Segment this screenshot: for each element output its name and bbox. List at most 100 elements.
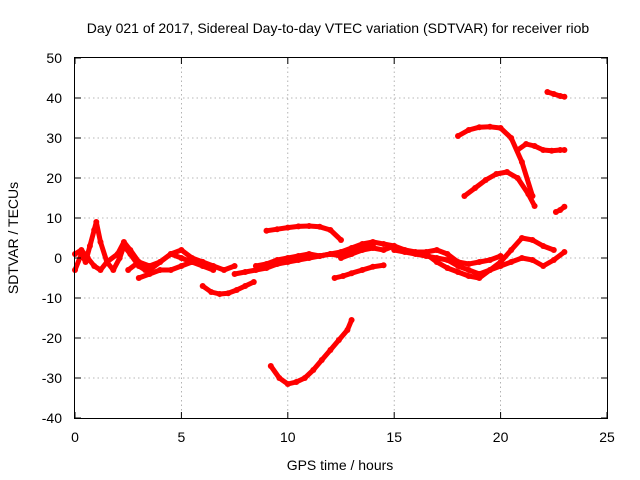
data-point — [221, 267, 227, 273]
data-point — [284, 381, 291, 387]
data-point — [518, 235, 525, 241]
data-point — [444, 251, 451, 257]
data-point — [391, 247, 398, 253]
y-tick-label: 10 — [46, 210, 62, 226]
data-point — [331, 275, 338, 281]
data-point — [340, 273, 347, 279]
data-point — [359, 247, 366, 253]
data-series-layer — [72, 89, 568, 387]
data-point — [157, 267, 164, 273]
plot-frame — [74, 57, 608, 419]
data-point — [380, 262, 387, 269]
data-point — [423, 251, 430, 257]
data-point — [295, 253, 302, 259]
data-point — [199, 259, 206, 265]
series-arc-18 — [552, 203, 568, 215]
data-point — [274, 226, 281, 233]
data-point — [120, 239, 127, 245]
data-point — [348, 270, 355, 277]
y-axis-title: SDTVAR / TECUs — [5, 182, 21, 294]
data-point — [550, 247, 557, 253]
data-point — [110, 267, 117, 273]
data-point — [327, 227, 334, 233]
data-point — [306, 251, 313, 257]
data-point — [444, 257, 451, 263]
data-point — [316, 253, 323, 259]
data-point — [465, 127, 472, 133]
series-arc-9 — [267, 317, 355, 387]
data-point — [529, 237, 536, 243]
series-arc-16 — [514, 141, 568, 154]
data-point — [508, 247, 515, 253]
data-point — [540, 243, 547, 249]
series-arc-5 — [199, 279, 257, 297]
data-point — [465, 261, 472, 267]
data-point — [550, 257, 557, 263]
data-point — [167, 267, 174, 273]
data-point — [455, 263, 461, 269]
data-point — [380, 247, 387, 253]
data-point — [514, 147, 521, 153]
data-point — [263, 227, 270, 234]
data-point — [482, 177, 489, 183]
y-tick-label: -20 — [42, 330, 62, 346]
data-point — [369, 245, 376, 251]
series-arc-10 — [331, 262, 387, 281]
data-point — [493, 171, 500, 177]
data-point — [344, 327, 351, 333]
y-tick-label: 0 — [54, 250, 62, 266]
data-point — [487, 123, 493, 130]
data-point — [284, 224, 291, 231]
data-point — [301, 375, 308, 381]
data-point — [93, 219, 100, 225]
data-point — [231, 263, 238, 269]
data-point — [310, 367, 317, 373]
data-point — [487, 257, 493, 263]
data-point — [487, 267, 493, 273]
data-point — [476, 275, 483, 281]
data-point — [540, 263, 547, 269]
y-tick-label: 30 — [46, 130, 62, 146]
data-point — [444, 265, 451, 271]
data-point — [561, 93, 568, 100]
axis-ticks — [74, 57, 608, 419]
x-tick-label: 20 — [493, 429, 509, 445]
data-point — [97, 239, 104, 245]
data-point — [167, 251, 174, 257]
data-point — [199, 283, 206, 289]
data-point — [91, 227, 98, 233]
data-point — [540, 147, 547, 153]
data-point — [125, 267, 132, 273]
data-point — [267, 363, 274, 369]
data-point — [127, 247, 134, 253]
data-point — [306, 223, 313, 229]
x-tick-label: 25 — [599, 429, 615, 445]
data-point — [338, 255, 344, 261]
y-tick-label: 20 — [46, 170, 62, 186]
data-point — [514, 175, 521, 181]
data-point — [508, 259, 515, 265]
data-point — [252, 263, 259, 269]
data-point — [472, 185, 479, 191]
data-point — [531, 203, 538, 209]
data-point — [369, 263, 376, 270]
data-point — [216, 291, 223, 297]
data-point — [561, 249, 568, 255]
data-point — [293, 379, 300, 385]
data-point — [135, 259, 142, 265]
data-point — [233, 287, 240, 293]
data-point — [359, 267, 366, 273]
series-line — [268, 317, 355, 387]
series-arc-4 — [135, 259, 206, 281]
data-point — [284, 255, 291, 261]
data-point — [548, 147, 555, 154]
data-point — [178, 255, 185, 261]
series-arc-8 — [263, 223, 344, 243]
data-point — [242, 269, 249, 275]
y-tick-labels: -40 -30 -20 -10 0 10 20 30 40 50 — [42, 50, 62, 426]
data-point — [250, 279, 257, 285]
data-point — [529, 257, 536, 263]
data-point — [401, 249, 408, 255]
data-point — [225, 290, 232, 297]
data-point — [97, 267, 104, 273]
